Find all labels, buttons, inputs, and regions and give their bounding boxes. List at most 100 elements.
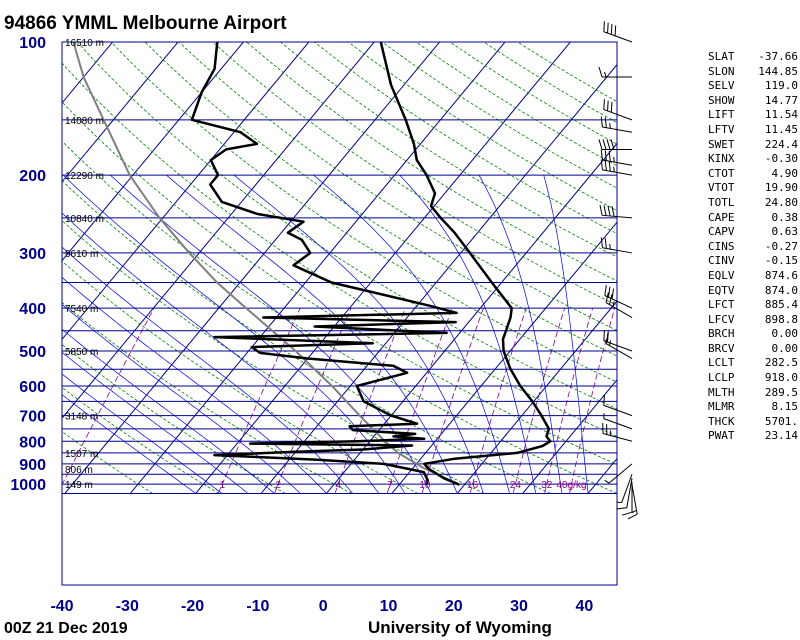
moist-adiabat-line: [62, 373, 223, 494]
index-row: EQTV 874.0: [708, 284, 798, 299]
index-key: PWAT: [708, 429, 735, 443]
index-row: MLMR 8.15: [708, 400, 798, 415]
mixing-ratio-line: [569, 308, 616, 494]
source-label: University of Wyoming: [368, 618, 552, 637]
temperature-tick-label: 30: [510, 598, 528, 615]
height-label: 14080 m: [65, 116, 104, 127]
pressure-tick-label: 700: [19, 409, 46, 426]
moist-adiabat-line: [62, 351, 249, 494]
dry-adiabat-line: [212, 42, 617, 306]
temperature-tick-label: 40: [575, 598, 593, 615]
height-label: 10840 m: [65, 214, 104, 225]
index-row: CTOT 4.90: [708, 167, 798, 182]
index-row: KINX -0.30: [708, 152, 798, 167]
moist-adiabat-line: [399, 174, 537, 494]
moist-adiabat-line: [110, 174, 432, 494]
index-key: LFTV: [708, 122, 735, 136]
mixing-ratio-labels: 1 2 4 7 10 16 24 32 40g/kg: [219, 480, 586, 491]
temperature-tick-label: -10: [246, 598, 269, 615]
index-key: CAPV: [708, 225, 735, 239]
moist-adiabat-line: [166, 174, 458, 494]
index-value: 224.4: [764, 137, 798, 151]
temperature-tick-label: 20: [445, 598, 463, 615]
wind-barb: [616, 474, 633, 503]
mixing-ratio-line: [274, 308, 352, 494]
isotherm-line: [62, 42, 310, 341]
moist-adiabat-line: [62, 303, 301, 494]
index-key: SWET: [708, 137, 735, 151]
height-label: 806 m: [65, 465, 93, 476]
index-key: EQLV: [708, 268, 735, 282]
height-labels: 16510 m 14080 m 12290 m 10840 m 9610 m 7540 m…: [65, 38, 104, 491]
pressure-tick-label: 100: [19, 35, 46, 52]
index-row: EQLV 874.6: [708, 269, 798, 284]
index-row: CINV -0.15: [708, 254, 798, 269]
dry-adiabat-line: [62, 101, 617, 466]
isotherm-line: [64, 42, 441, 494]
moist-adiabat-line: [62, 276, 327, 494]
moist-adiabat-line: [233, 174, 484, 494]
height-label: 1507 m: [65, 449, 98, 460]
index-value: 0.00: [771, 327, 799, 341]
wind-barb: [604, 463, 633, 484]
height-label: 3148 m: [65, 412, 98, 423]
index-value: 8.15: [771, 400, 799, 414]
index-value: 874.6: [764, 268, 798, 282]
index-row: CINS -0.27: [708, 240, 798, 255]
wind-barb: [603, 21, 633, 43]
index-value: 0.00: [771, 341, 799, 355]
index-value: 885.4: [764, 298, 798, 312]
pressure-tick-label: 400: [19, 301, 46, 318]
mixing-ratio-label: 40g/kg: [557, 480, 587, 491]
wind-barb: [598, 66, 632, 78]
mixing-ratio-line: [512, 308, 565, 494]
index-key: CTOT: [708, 166, 735, 180]
dry-adiabat-line: [110, 42, 617, 383]
wind-barb: [600, 159, 633, 176]
index-row: TOTL 24.80: [708, 196, 798, 211]
index-value: 918.0: [764, 371, 798, 385]
index-key: CINV: [708, 254, 735, 268]
wind-barb: [600, 116, 633, 133]
index-value: 11.45: [764, 122, 798, 136]
isotherm-lines: [62, 42, 617, 494]
index-value: -0.30: [764, 152, 798, 166]
isotherm-line: [456, 300, 617, 494]
index-row: MLTH 289.5: [708, 386, 798, 401]
mixing-ratio-label: 32: [541, 480, 553, 491]
wind-barb: [616, 478, 633, 510]
isotherm-line: [522, 379, 617, 494]
pressure-tick-label: 900: [19, 457, 46, 474]
dry-adiabat-line: [144, 42, 617, 357]
index-value: -0.15: [764, 254, 798, 268]
dry-adiabat-line: [62, 344, 286, 494]
index-row: SLON 144.85: [708, 65, 798, 80]
temperature-tick-label: -20: [181, 598, 204, 615]
mixing-ratio-line: [421, 308, 484, 494]
index-key: THCK: [708, 414, 735, 428]
mixing-ratio-line: [469, 308, 527, 494]
index-value: 11.54: [764, 108, 798, 122]
index-row: LCLP 918.0: [708, 371, 798, 386]
wind-barb: [599, 204, 633, 219]
dry-adiabat-lines: [62, 42, 617, 494]
dry-adiabat-line: [62, 301, 352, 494]
mixing-ratio-line: [334, 308, 406, 494]
index-key: CAPE: [708, 210, 735, 224]
chart-title: 94866 YMML Melbourne Airport: [4, 13, 287, 34]
isotherm-line: [62, 42, 245, 262]
index-value: 0.63: [771, 225, 799, 239]
stability-indices-table: SLAT -37.66 SLON 144.85 SELV 119.0 SHOW 14.77 LI…: [708, 50, 798, 444]
parcel-path-layer: [72, 42, 460, 486]
wind-barb: [603, 394, 633, 417]
height-label: 7540 m: [65, 304, 98, 315]
mixing-ratio-line: [62, 308, 155, 486]
isotherm-line: [62, 42, 114, 104]
index-key: MLTH: [708, 385, 735, 399]
sounding-layer: [190, 42, 552, 486]
dry-adiabat-line: [62, 180, 551, 494]
wind-barb: [600, 149, 633, 166]
moist-adiabat-line: [543, 175, 589, 494]
mixing-ratio-label: 1: [219, 480, 225, 491]
index-value: 289.5: [764, 385, 798, 399]
